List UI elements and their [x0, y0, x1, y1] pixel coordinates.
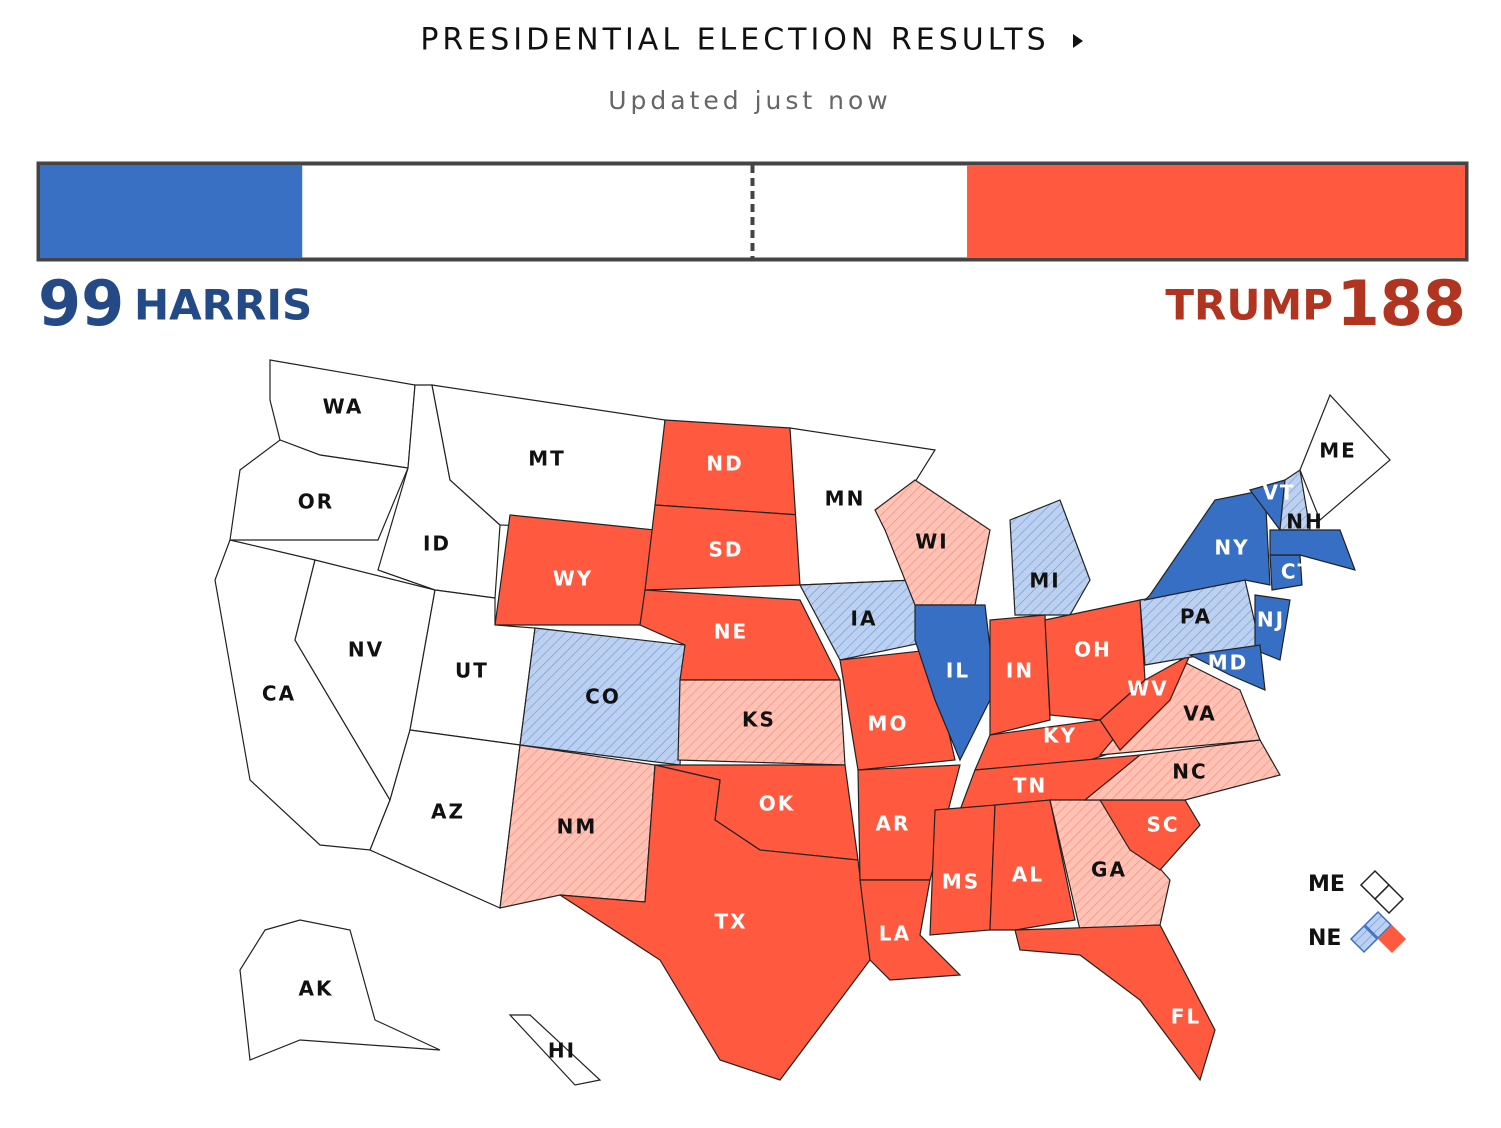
state-label: AL: [1012, 863, 1044, 887]
state-label: NJ: [1257, 608, 1285, 632]
state-label: NM: [557, 815, 598, 839]
state-label: FL: [1171, 1005, 1201, 1029]
state-label: CO: [585, 685, 621, 709]
state-label: KY: [1043, 724, 1077, 748]
state-label: GA: [1091, 858, 1127, 882]
state-label: MD: [1208, 651, 1249, 675]
state-label: WV: [1127, 677, 1169, 701]
title[interactable]: PRESIDENTIAL ELECTION RESULTS: [420, 23, 1049, 58]
state-label: ND: [706, 452, 743, 476]
state-label: MO: [868, 712, 909, 736]
state[interactable]: [239, 919, 441, 1061]
legend-label: ME: [1308, 872, 1345, 897]
state-label: CT: [1281, 560, 1313, 584]
state[interactable]: [508, 1014, 602, 1086]
state[interactable]: [369, 729, 521, 909]
legend-label: NE: [1308, 926, 1341, 951]
state[interactable]: [1188, 644, 1266, 691]
trump-votes: 188: [1337, 267, 1466, 340]
state-label: ID: [423, 532, 451, 556]
state-label: VA: [1183, 702, 1217, 726]
state-label: AZ: [431, 800, 465, 824]
state[interactable]: [1269, 529, 1356, 571]
state-label: NY: [1214, 536, 1249, 560]
legend-diamond: [1349, 924, 1379, 954]
split-legend: ME NE: [1308, 869, 1407, 954]
harris-bar: [40, 165, 303, 258]
updated: Updated just now: [608, 86, 892, 115]
state-label: MT: [528, 447, 566, 471]
state-label: AK: [299, 977, 334, 1001]
state-label: IA: [851, 607, 878, 631]
state-label: NV: [348, 638, 384, 662]
legend-diamond: [1377, 924, 1407, 954]
state[interactable]: [839, 649, 956, 771]
state-label: VT: [1262, 481, 1295, 505]
state[interactable]: [989, 799, 1076, 931]
state-label: OH: [1074, 638, 1112, 662]
state-label: IN: [1006, 659, 1034, 683]
legend-diamond: [1363, 910, 1393, 940]
harris-name: HARRIS: [134, 281, 312, 330]
state[interactable]: [859, 879, 962, 981]
title-arrow[interactable]: [1073, 34, 1083, 48]
state-label: OK: [759, 792, 796, 816]
state[interactable]: [914, 604, 996, 762]
state-label: NH: [1286, 510, 1323, 534]
trump-name: TRUMP: [1165, 281, 1333, 330]
state[interactable]: [989, 614, 1051, 736]
state-label: UT: [455, 659, 489, 683]
state-label: MN: [825, 487, 866, 511]
state-label: PA: [1180, 605, 1212, 629]
state[interactable]: [1254, 594, 1291, 661]
state[interactable]: [229, 439, 409, 541]
state-label: CA: [262, 682, 296, 706]
trump-bar: [967, 165, 1465, 258]
state-label: LA: [879, 922, 911, 946]
state-label: NC: [1172, 760, 1207, 784]
state[interactable]: [1143, 489, 1271, 601]
state-label: NE: [714, 620, 748, 644]
state-label: MS: [942, 870, 980, 894]
state-label: TN: [1013, 774, 1047, 798]
state-label: SD: [708, 538, 743, 562]
state-label: SC: [1146, 813, 1179, 837]
harris-votes: 99: [38, 267, 124, 340]
legend-diamond: [1373, 883, 1405, 915]
state-label: TX: [714, 910, 747, 934]
state[interactable]: [559, 764, 871, 1081]
state[interactable]: [1083, 739, 1281, 801]
state[interactable]: [1009, 499, 1091, 616]
state-label: ME: [1319, 439, 1357, 463]
state-label: KS: [742, 708, 776, 732]
state-label: OR: [298, 490, 334, 514]
state-label: HI: [548, 1039, 576, 1063]
us-map: WA OR CA NV ID MT WY UT AZ CO NM ND SD NE KS OK TX MN IA MO…: [214, 359, 1391, 1086]
state-label: MI: [1029, 569, 1060, 593]
state-label: IL: [946, 659, 970, 683]
state[interactable]: [1014, 924, 1216, 1082]
state-label: AR: [876, 812, 911, 836]
state-label: WI: [915, 530, 949, 554]
state-label: WA: [323, 395, 364, 419]
state-label: WY: [553, 567, 594, 591]
state[interactable]: [1099, 653, 1192, 751]
state[interactable]: [1299, 393, 1391, 522]
